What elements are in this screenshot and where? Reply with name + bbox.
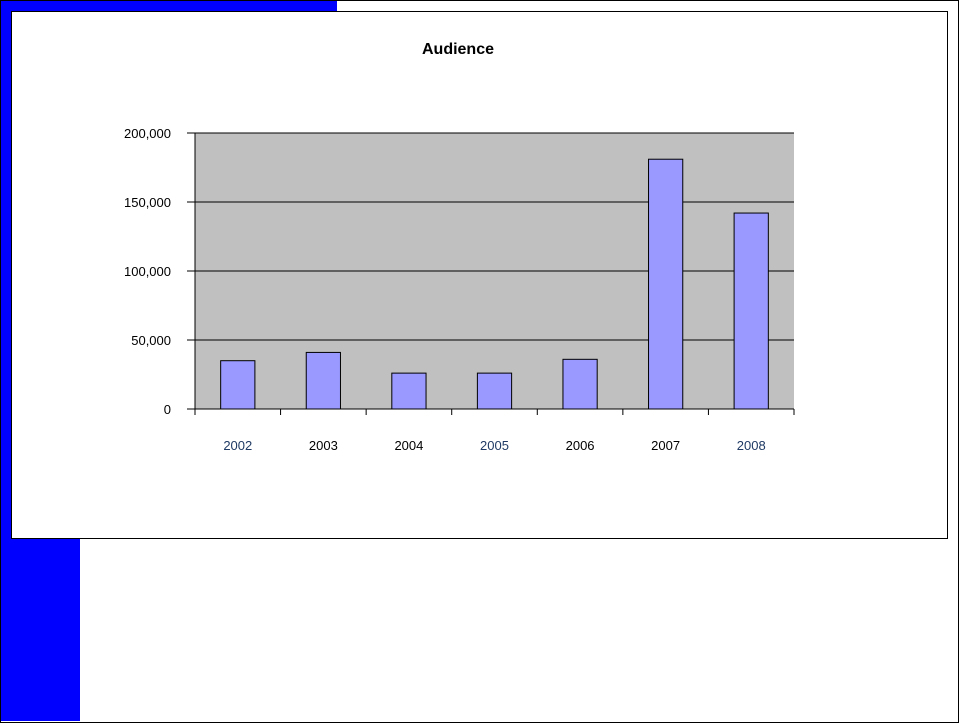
chart-title: Audience: [422, 41, 494, 58]
gridlines: [187, 132, 794, 410]
y-tick-label: 50,000: [131, 333, 171, 348]
bar-2005: [476, 372, 513, 410]
bar-2002: [220, 360, 256, 410]
x-tick-label: 2002: [223, 438, 252, 453]
audience-bar-chart: Audience 0 50,000 100,000 150,000 200,000 20…: [124, 41, 795, 453]
x-tick-label: 2007: [651, 438, 680, 453]
x-tick-label: 2004: [394, 438, 423, 453]
x-tick-label: 2003: [309, 438, 338, 453]
bars: [220, 158, 769, 410]
bar-2008: [733, 212, 769, 410]
x-tick-label: 2006: [566, 438, 595, 453]
x-tick-label: 2005: [480, 438, 509, 453]
bar-2007: [648, 158, 684, 410]
y-tick-label: 0: [164, 402, 171, 417]
y-axis-tick-labels: 0 50,000 100,000 150,000 200,000: [124, 126, 171, 417]
x-axis-tick-labels: 2002 2003 2004 2005 2006 2007 2008: [223, 438, 765, 453]
bar-2003: [305, 351, 341, 410]
y-tick-label: 100,000: [124, 264, 171, 279]
y-tick-label: 150,000: [124, 195, 171, 210]
bar-2006: [562, 358, 598, 410]
chart-panel: Audience 0 50,000 100,000 150,000 200,000 20…: [11, 11, 948, 539]
x-tick-label: 2008: [737, 438, 766, 453]
y-tick-label: 200,000: [124, 126, 171, 141]
bar-2004: [391, 372, 427, 410]
accent-bar-top: [1, 1, 337, 13]
